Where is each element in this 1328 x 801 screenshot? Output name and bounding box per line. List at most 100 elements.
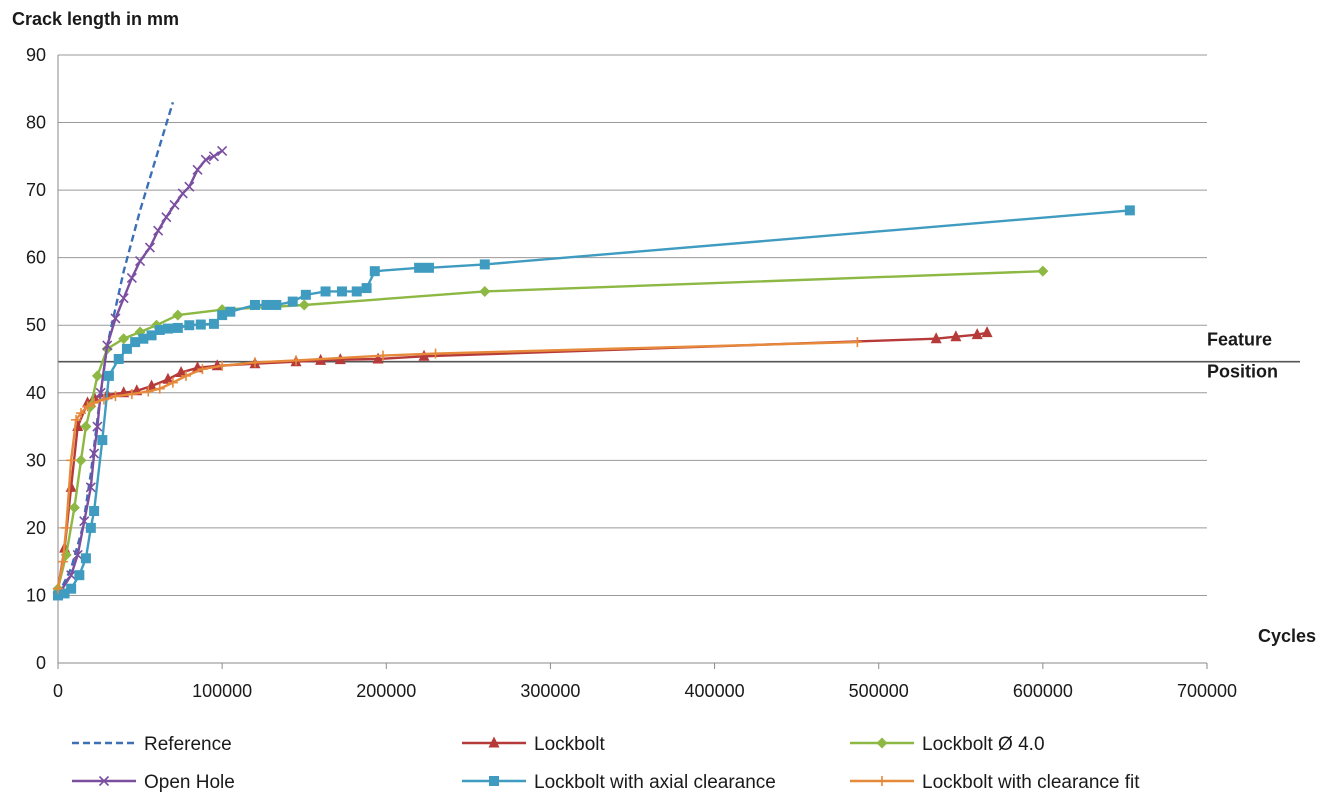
series-4-point-6 <box>89 506 100 516</box>
legend-label-2: Lockbolt Ø 4.0 <box>922 734 1045 755</box>
series-4-point-24 <box>271 299 282 310</box>
series-5-point-21 <box>852 337 863 348</box>
y-tick-label-90: 90 <box>26 45 46 65</box>
series-4-point-29 <box>351 286 362 297</box>
series-4-point-3 <box>74 570 85 581</box>
series-2-point-6 <box>91 370 103 382</box>
gridlines <box>58 54 1207 596</box>
series-line-4 <box>57 209 1131 597</box>
series-5-point-6 <box>82 401 93 412</box>
series-4-point-12 <box>138 333 149 344</box>
y-tick-label-0: 0 <box>36 653 46 673</box>
series-2-point-11 <box>172 309 184 321</box>
series-3-point-11 <box>126 272 137 283</box>
legend-marker-5 <box>877 776 887 786</box>
series-4-point-5 <box>85 522 96 533</box>
series-4-point-16 <box>172 322 183 333</box>
series-3-point-4 <box>85 482 96 493</box>
series-2-point-13 <box>298 299 310 311</box>
feature-position-marker: Feature Position <box>58 330 1300 382</box>
series-4-point-25 <box>287 296 298 307</box>
x-tick-label-700000: 700000 <box>1177 681 1237 701</box>
series-3-point-1 <box>66 570 77 581</box>
series-4-point-17 <box>184 320 195 331</box>
series-5-point-13 <box>167 377 178 388</box>
series-4-point-34 <box>479 259 490 270</box>
series-4-point-18 <box>195 319 206 330</box>
series-4 <box>53 205 1135 601</box>
legend-item-1: Lockbolt <box>462 734 605 755</box>
series-5-point-10 <box>126 389 137 400</box>
series-5-point-16 <box>217 360 228 371</box>
x-tick-label-600000: 600000 <box>1013 681 1073 701</box>
series-5-point-14 <box>181 370 192 381</box>
series-5-point-17 <box>249 357 260 368</box>
series-3-point-19 <box>192 164 203 175</box>
series-4-point-13 <box>146 330 157 341</box>
series-4-point-8 <box>103 370 114 381</box>
series-5-point-19 <box>378 350 389 361</box>
series-4-point-2 <box>66 583 77 594</box>
feature-position-label: Feature Position <box>1207 330 1278 382</box>
y-tick-label-10: 10 <box>26 585 46 605</box>
series-4-point-35 <box>1124 205 1135 216</box>
legend-marker-1 <box>488 736 500 748</box>
y-tick-label-40: 40 <box>26 383 46 403</box>
x-tick-label-0: 0 <box>53 681 63 701</box>
series-4-point-0 <box>53 590 63 601</box>
series-1-point-20 <box>930 332 942 344</box>
series-4-point-26 <box>300 289 311 300</box>
series-2-point-3 <box>75 454 87 466</box>
series-4-point-23 <box>261 299 272 310</box>
series-4-point-4 <box>80 553 91 564</box>
series-1-point-18 <box>372 352 384 364</box>
series-1-point-23 <box>981 326 993 338</box>
series-5-point-0 <box>53 583 63 594</box>
x-tick-label-400000: 400000 <box>685 681 745 701</box>
series-4-point-15 <box>162 323 173 334</box>
series-4-point-9 <box>113 354 124 364</box>
series-5 <box>53 337 863 594</box>
data-series <box>52 101 1135 601</box>
legend-label-3: Open Hole <box>144 772 235 793</box>
series-1 <box>52 326 993 594</box>
series-line-0 <box>56 101 175 596</box>
x-axis-title: Cycles <box>1258 626 1316 646</box>
series-4-point-1 <box>59 588 70 599</box>
series-4-point-30 <box>361 283 372 294</box>
series-5-point-8 <box>98 394 109 405</box>
x-tick-label-200000: 200000 <box>356 681 416 701</box>
legend-marker-3 <box>98 775 110 787</box>
series-5-point-4 <box>71 414 82 425</box>
legend-item-3: Open Hole <box>72 772 235 793</box>
y-tick-label-70: 70 <box>26 180 46 200</box>
series-3-point-20 <box>200 154 211 165</box>
series-4-point-27 <box>320 286 331 297</box>
series-5-point-20 <box>430 348 441 359</box>
legend: Reference Lockbolt Lockbolt Ø 4.0 Open Hole… <box>72 734 1140 793</box>
series-1-point-11 <box>175 366 187 378</box>
series-2-point-2 <box>68 502 80 514</box>
series-4-point-21 <box>225 306 236 317</box>
series-3-point-6 <box>92 421 103 432</box>
series-0 <box>56 101 175 596</box>
x-tick-label-300000: 300000 <box>520 681 580 701</box>
series-2-point-14 <box>479 285 491 297</box>
axes: 0 10 20 30 40 50 60 70 80 90 0 100000 200000 300000 40… <box>26 45 1237 701</box>
y-tick-label-50: 50 <box>26 315 46 335</box>
series-5-point-1 <box>57 556 68 567</box>
series-3-point-2 <box>72 549 83 560</box>
series-3-point-22 <box>217 145 228 156</box>
legend-marker-4 <box>489 776 499 786</box>
series-2-point-8 <box>118 333 130 345</box>
y-tick-label-60: 60 <box>26 248 46 268</box>
legend-label-5: Lockbolt with clearance fit <box>922 772 1140 793</box>
series-3-point-16 <box>169 199 180 211</box>
legend-item-0: Reference <box>72 734 232 755</box>
series-4-point-20 <box>217 310 228 321</box>
series-1-point-21 <box>950 330 962 342</box>
series-4-point-32 <box>414 262 425 273</box>
series-5-point-2 <box>61 522 72 533</box>
legend-item-5: Lockbolt with clearance fit <box>850 772 1140 793</box>
